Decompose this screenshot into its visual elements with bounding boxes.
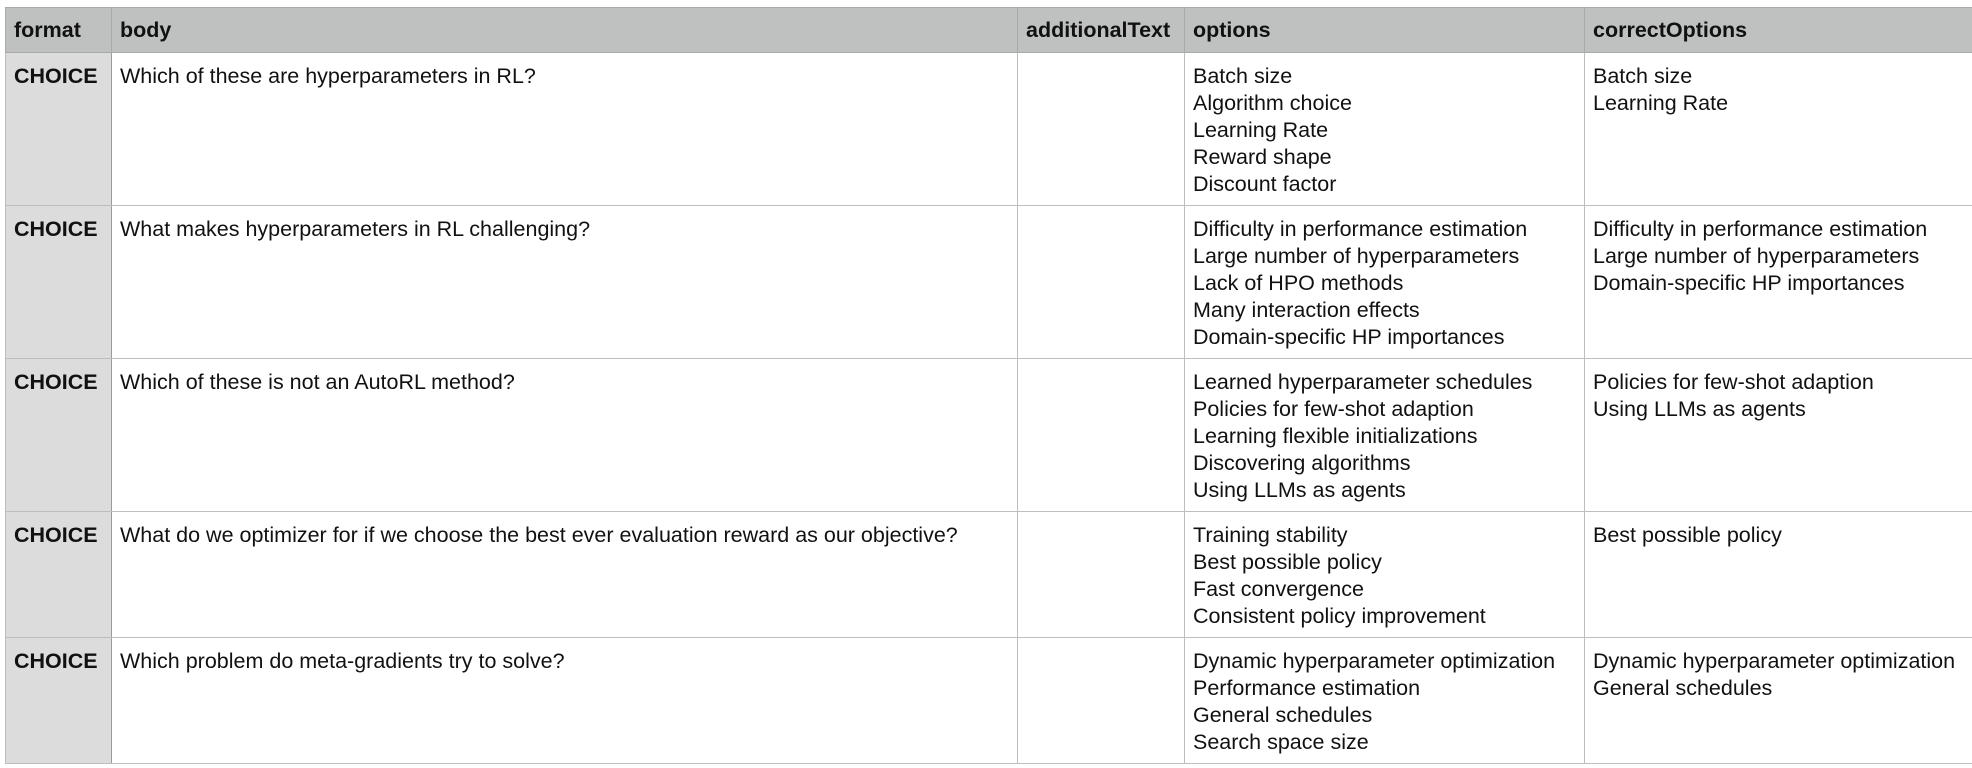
option-item: Learning Rate: [1193, 118, 1329, 142]
format-cell[interactable]: CHOICE: [5, 511, 112, 638]
option-item: Many interaction effects: [1193, 298, 1420, 322]
correct-option-item: Batch size: [1593, 64, 1693, 88]
option-item: Dynamic hyperparameter optimization: [1193, 649, 1556, 673]
option-item: Lack of HPO methods: [1193, 271, 1404, 295]
option-item: Learning flexible initializations: [1193, 424, 1478, 448]
correct-options-cell[interactable]: Difficulty in performance estimation Lar…: [1584, 205, 1972, 359]
option-item: Fast convergence: [1193, 577, 1364, 601]
option-item: Discount factor: [1193, 172, 1337, 196]
spreadsheet: format body additionalText options corre…: [5, 7, 1972, 768]
options-cell[interactable]: Difficulty in performance estimation Lar…: [1184, 205, 1585, 359]
option-item: Best possible policy: [1193, 550, 1382, 574]
correct-option-item: Learning Rate: [1593, 91, 1729, 115]
options-cell[interactable]: Learned hyperparameter schedules Policie…: [1184, 358, 1585, 512]
format-cell[interactable]: CHOICE: [5, 637, 112, 764]
option-item: Training stability: [1193, 523, 1348, 547]
header-additional-text[interactable]: additionalText: [1017, 7, 1185, 53]
option-item: Algorithm choice: [1193, 91, 1352, 115]
option-item: Using LLMs as agents: [1193, 478, 1406, 502]
questions-table: format body additionalText options corre…: [5, 7, 1972, 764]
correct-options-cell[interactable]: Policies for few-shot adaption Using LLM…: [1584, 358, 1972, 512]
body-cell[interactable]: Which problem do meta-gradients try to s…: [111, 637, 1018, 764]
option-item: Policies for few-shot adaption: [1193, 397, 1474, 421]
options-cell[interactable]: Batch size Algorithm choice Learning Rat…: [1184, 52, 1585, 206]
correct-option-item: Dynamic hyperparameter optimization: [1593, 649, 1956, 673]
correct-option-item: Difficulty in performance estimation: [1593, 217, 1928, 241]
additional-text-cell[interactable]: [1017, 52, 1185, 206]
option-item: Learned hyperparameter schedules: [1193, 370, 1533, 394]
table-row: CHOICE What do we optimizer for if we ch…: [5, 511, 1972, 638]
option-item: Large number of hyperparameters: [1193, 244, 1520, 268]
table-row: CHOICE Which of these are hyperparameter…: [5, 52, 1972, 206]
option-item: Difficulty in performance estimation: [1193, 217, 1528, 241]
body-cell[interactable]: What do we optimizer for if we choose th…: [111, 511, 1018, 638]
option-item: Search space size: [1193, 730, 1369, 754]
format-cell[interactable]: CHOICE: [5, 358, 112, 512]
option-item: Domain-specific HP importances: [1193, 325, 1505, 349]
correct-option-item: Domain-specific HP importances: [1593, 271, 1905, 295]
body-cell[interactable]: What makes hyperparameters in RL challen…: [111, 205, 1018, 359]
table-row: CHOICE What makes hyperparameters in RL …: [5, 205, 1972, 359]
option-item: Reward shape: [1193, 145, 1332, 169]
additional-text-cell[interactable]: [1017, 511, 1185, 638]
header-body[interactable]: body: [111, 7, 1018, 53]
additional-text-cell[interactable]: [1017, 358, 1185, 512]
option-item: Performance estimation: [1193, 676, 1421, 700]
header-correct-options[interactable]: correctOptions: [1584, 7, 1972, 53]
header-row: format body additionalText options corre…: [5, 7, 1972, 53]
correct-options-cell[interactable]: Best possible policy: [1584, 511, 1972, 638]
correct-option-item: Best possible policy: [1593, 523, 1782, 547]
options-cell[interactable]: Dynamic hyperparameter optimization Perf…: [1184, 637, 1585, 764]
correct-options-cell[interactable]: Batch size Learning Rate: [1584, 52, 1972, 206]
body-cell[interactable]: Which of these are hyperparameters in RL…: [111, 52, 1018, 206]
additional-text-cell[interactable]: [1017, 637, 1185, 764]
correct-options-cell[interactable]: Dynamic hyperparameter optimization Gene…: [1584, 637, 1972, 764]
table-row: CHOICE Which problem do meta-gradients t…: [5, 637, 1972, 764]
options-cell[interactable]: Training stability Best possible policy …: [1184, 511, 1585, 638]
option-item: Consistent policy improvement: [1193, 604, 1486, 628]
body-cell[interactable]: Which of these is not an AutoRL method?: [111, 358, 1018, 512]
table-row: CHOICE Which of these is not an AutoRL m…: [5, 358, 1972, 512]
format-cell[interactable]: CHOICE: [5, 52, 112, 206]
header-options[interactable]: options: [1184, 7, 1585, 53]
option-item: Discovering algorithms: [1193, 451, 1411, 475]
option-item: Batch size: [1193, 64, 1293, 88]
correct-option-item: Large number of hyperparameters: [1593, 244, 1920, 268]
option-item: General schedules: [1193, 703, 1373, 727]
correct-option-item: Policies for few-shot adaption: [1593, 370, 1874, 394]
format-cell[interactable]: CHOICE: [5, 205, 112, 359]
correct-option-item: Using LLMs as agents: [1593, 397, 1806, 421]
correct-option-item: General schedules: [1593, 676, 1773, 700]
header-format[interactable]: format: [5, 7, 112, 53]
additional-text-cell[interactable]: [1017, 205, 1185, 359]
